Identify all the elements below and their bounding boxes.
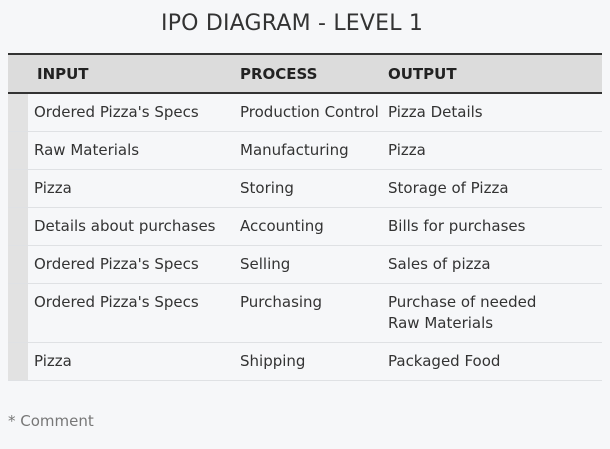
header-output: OUTPUT: [388, 64, 457, 83]
cell-process: Purchasing: [240, 293, 323, 311]
table-row: Details about purchases Accounting Bills…: [8, 208, 602, 246]
ipo-table: INPUT PROCESS OUTPUT Ordered Pizza's Spe…: [8, 53, 602, 381]
table-row: Ordered Pizza's Specs Purchasing Purchas…: [8, 284, 602, 343]
cell-input: Pizza: [34, 179, 72, 197]
cell-process: Storing: [240, 179, 294, 197]
table-row: Ordered Pizza's Specs Production Control…: [8, 94, 602, 132]
cell-process: Manufacturing: [240, 141, 349, 159]
cell-output: Sales of pizza: [388, 255, 491, 273]
cell-input: Details about purchases: [34, 217, 216, 235]
table-row: Raw Materials Manufacturing Pizza: [8, 132, 602, 170]
cell-process: Selling: [240, 255, 291, 273]
cell-input: Ordered Pizza's Specs: [34, 293, 199, 311]
cell-process: Production Control: [240, 103, 379, 121]
page-title: IPO DIAGRAM - LEVEL 1: [161, 11, 424, 36]
cell-process: Shipping: [240, 352, 306, 370]
cell-process: Accounting: [240, 217, 324, 235]
table-row: Ordered Pizza's Specs Selling Sales of p…: [8, 246, 602, 284]
cell-output: Pizza Details: [388, 103, 483, 121]
cell-output: Bills for purchases: [388, 217, 526, 235]
cell-input: Raw Materials: [34, 141, 140, 159]
cell-output: Storage of Pizza: [388, 179, 509, 197]
header-process: PROCESS: [240, 64, 318, 83]
comment-note: * Comment: [8, 412, 94, 430]
cell-output: Packaged Food: [388, 352, 501, 370]
header-input: INPUT: [37, 64, 89, 83]
table-row: Pizza Shipping Packaged Food: [8, 343, 602, 381]
table-header: INPUT PROCESS OUTPUT: [8, 55, 602, 94]
cell-output: Purchase of needed Raw Materials: [388, 293, 537, 332]
table-row: Pizza Storing Storage of Pizza: [8, 170, 602, 208]
cell-input: Ordered Pizza's Specs: [34, 103, 199, 121]
cell-input: Pizza: [34, 352, 72, 370]
cell-input: Ordered Pizza's Specs: [34, 255, 199, 273]
cell-output: Pizza: [388, 141, 426, 159]
